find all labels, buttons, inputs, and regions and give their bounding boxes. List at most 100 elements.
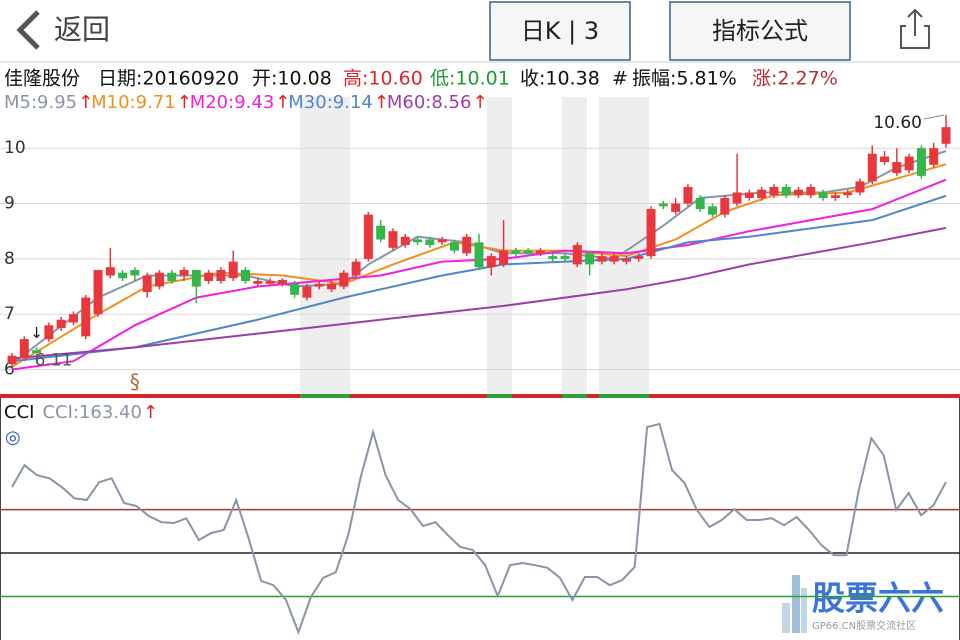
candle-body	[708, 206, 717, 215]
candle-body	[253, 281, 263, 284]
legend-label: M60:8.56	[387, 92, 472, 113]
candle-body	[56, 319, 66, 329]
bottom-strip	[0, 394, 960, 398]
candle-body	[32, 350, 42, 353]
candle-body	[425, 239, 435, 246]
candle-body	[216, 269, 226, 282]
candle-body	[68, 314, 78, 323]
candle-body	[191, 269, 201, 287]
legend-label: M30:9.14	[288, 92, 373, 113]
share-arrow	[907, 8, 923, 36]
back-button[interactable]: 返回	[16, 10, 110, 50]
legend-trend: ↑	[143, 402, 158, 423]
candle-body	[892, 162, 902, 174]
candle-body	[142, 275, 152, 293]
candle-body	[228, 261, 238, 279]
candle-body	[818, 192, 828, 199]
watermark: 股票六六 GP66.CN股票交流社区	[782, 575, 944, 633]
candle-body	[19, 339, 29, 359]
quote-amplitude: 振幅:5.81%	[632, 68, 737, 90]
back-label[interactable]: 返回	[54, 13, 110, 46]
quote-change: 涨:2.27%	[752, 68, 838, 90]
bottom-strip-green	[300, 394, 350, 398]
ma-line	[11, 226, 947, 360]
cci-line	[11, 422, 947, 636]
candle-body	[339, 272, 349, 287]
candle-body	[462, 236, 472, 254]
candle-body	[695, 198, 705, 210]
logo-bar	[801, 588, 807, 633]
watermark-title: 股票六六	[812, 579, 944, 618]
candle-body	[720, 198, 730, 215]
candle-body	[437, 239, 447, 243]
share-box	[900, 25, 930, 49]
quote-low: 低:10.01	[430, 68, 510, 90]
ma-line	[11, 194, 947, 363]
candle-body	[548, 256, 558, 259]
y-tick-label: 9	[4, 194, 15, 214]
watermark-site: GP66.CN股票交流社区	[812, 619, 916, 632]
ma-line	[11, 178, 947, 371]
stock-name: 佳隆股份	[4, 68, 80, 90]
legend-trend: ↑	[374, 92, 389, 113]
candle-body	[351, 261, 361, 276]
candle-body	[646, 209, 656, 257]
candle-body	[413, 239, 423, 243]
candle-body	[769, 186, 779, 196]
candle-body	[290, 283, 300, 295]
candle-body	[400, 236, 410, 246]
candle-body	[634, 256, 644, 259]
legend-trend: ↑	[275, 92, 290, 113]
candle-body	[486, 256, 496, 268]
legend-trend: ↑	[78, 92, 93, 113]
candle-body	[449, 242, 459, 251]
candle-body	[535, 250, 545, 254]
period-label[interactable]: 日K | 3	[521, 17, 599, 45]
candle-body	[523, 250, 533, 254]
formula-label[interactable]: 指标公式	[712, 17, 808, 45]
candle-body	[732, 192, 742, 204]
back-chevron	[16, 10, 40, 50]
candle-body	[781, 186, 791, 196]
bottom-strip-green	[562, 394, 587, 398]
band	[487, 97, 512, 395]
quote-close: 收:10.38	[520, 68, 600, 90]
legend-label: M20:9.43	[190, 92, 275, 113]
candle-body	[277, 279, 287, 284]
candle-body	[81, 297, 91, 337]
candle-body	[241, 269, 250, 282]
marker: §	[130, 370, 140, 394]
candle-body	[572, 245, 582, 265]
candle-body	[658, 203, 668, 207]
candle-body	[843, 192, 853, 196]
candle-body	[302, 286, 312, 298]
annotation: 10.60	[873, 113, 922, 133]
panel-marker: ◎	[5, 427, 21, 448]
candle-body	[327, 283, 337, 290]
candle-body	[757, 189, 767, 199]
y-tick-label: 7	[4, 304, 15, 324]
candle-body	[204, 272, 214, 282]
candle-body	[560, 256, 570, 259]
legend-label: M5:9.95	[4, 92, 77, 113]
quote-date: 日期:20160920	[98, 68, 239, 90]
formula-button[interactable]	[669, 1, 851, 61]
bottom-strip-green	[599, 394, 649, 398]
candle-body	[916, 148, 926, 176]
share-button[interactable]	[900, 8, 930, 49]
y-tick-label: 6	[4, 360, 15, 380]
candle-body	[585, 253, 595, 265]
candle-body	[154, 272, 164, 287]
candle-body	[904, 156, 914, 171]
candle-body	[44, 325, 54, 340]
period-button[interactable]	[489, 1, 631, 61]
candle-body	[388, 231, 398, 248]
candle-body	[880, 156, 890, 163]
legend-trend: ↑	[177, 92, 192, 113]
candle-body	[941, 127, 951, 144]
candle-body	[794, 189, 804, 196]
candle-body	[867, 153, 877, 182]
